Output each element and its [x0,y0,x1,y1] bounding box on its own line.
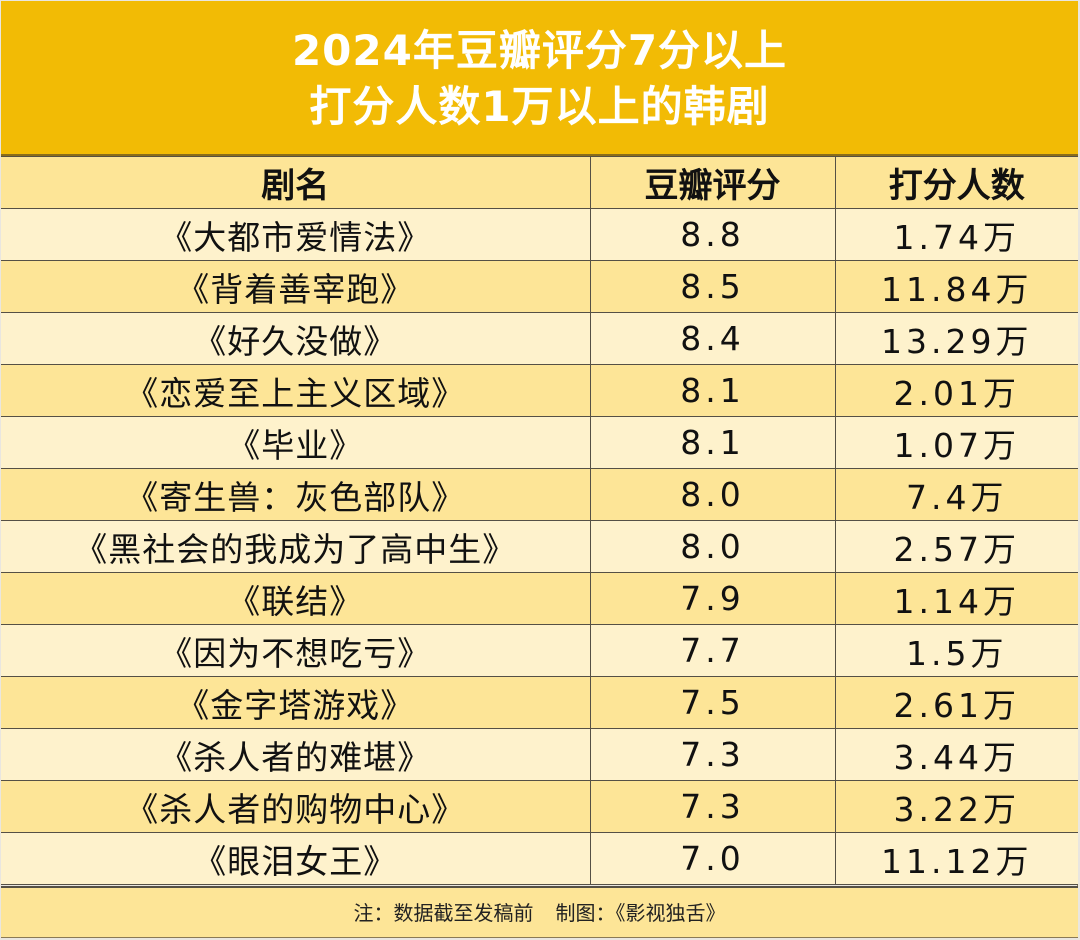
table-row: 《金字塔游戏》 7.5 2.61万 [1,676,1078,729]
table-row: 《因为不想吃亏》 7.7 1.5万 [1,624,1078,677]
douban-score: 8.1 [589,364,835,417]
drama-title: 《金字塔游戏》 [1,676,590,729]
rater-count: 1.5万 [834,624,1078,677]
drama-title: 《大都市爱情法》 [1,208,590,261]
drama-title: 《杀人者的购物中心》 [1,780,590,833]
douban-score: 8.8 [589,208,835,261]
douban-score: 8.4 [589,312,835,365]
douban-score: 7.3 [589,728,835,781]
rater-count: 3.44万 [834,728,1078,781]
rater-count: 1.07万 [834,416,1078,469]
douban-score: 7.5 [589,676,835,729]
table-row: 《恋爱至上主义区域》 8.1 2.01万 [1,364,1078,417]
title-line-1: 2024年豆瓣评分7分以上 [291,26,788,75]
douban-score: 8.5 [589,260,835,313]
drama-title: 《黑社会的我成为了高中生》 [1,520,590,573]
table-row: 《杀人者的难堪》 7.3 3.44万 [1,728,1078,781]
table-row: 《好久没做》 8.4 13.29万 [1,312,1078,365]
douban-score: 8.0 [589,520,835,573]
drama-title: 《恋爱至上主义区域》 [1,364,590,417]
table-row: 《毕业》 8.1 1.07万 [1,416,1078,469]
table-row: 《背着善宰跑》 8.5 11.84万 [1,260,1078,313]
table-row: 《眼泪女王》 7.0 11.12万 [1,832,1078,885]
drama-ratings-table: 剧名 豆瓣评分 打分人数 《大都市爱情法》 8.8 1.74万 《背着善宰跑》 … [1,156,1078,885]
drama-title: 《联结》 [1,572,590,625]
rater-count: 13.29万 [834,312,1078,365]
header-row: 剧名 豆瓣评分 打分人数 [1,156,1078,209]
title-line-2: 打分人数1万以上的韩剧 [309,82,770,131]
table-footer: 注：数据截至发稿前 制图：《影视独舌》 [1,886,1078,937]
table-title: 2024年豆瓣评分7分以上 打分人数1万以上的韩剧 [1,1,1078,156]
table-row: 《黑社会的我成为了高中生》 8.0 2.57万 [1,520,1078,573]
rater-count: 2.01万 [834,364,1078,417]
drama-title: 《寄生兽：灰色部队》 [1,468,590,521]
douban-score: 7.0 [589,832,835,885]
drama-title: 《好久没做》 [1,312,590,365]
data-note: 注：数据截至发稿前 [353,901,534,925]
rater-count: 2.61万 [834,676,1078,729]
rater-count: 1.74万 [834,208,1078,261]
rater-count: 11.12万 [834,832,1078,885]
douban-score: 7.7 [589,624,835,677]
rater-count: 2.57万 [834,520,1078,573]
rater-count: 1.14万 [834,572,1078,625]
rater-count: 11.84万 [834,260,1078,313]
chart-credit: 制图：《影视独舌》 [555,901,726,925]
douban-score: 8.1 [589,416,835,469]
drama-title: 《背着善宰跑》 [1,260,590,313]
drama-title: 《眼泪女王》 [1,832,590,885]
douban-score: 7.9 [589,572,835,625]
column-header-score: 豆瓣评分 [589,156,835,209]
drama-title: 《杀人者的难堪》 [1,728,590,781]
table-row: 《联结》 7.9 1.14万 [1,572,1078,625]
rater-count: 7.4万 [834,468,1078,521]
douban-score: 8.0 [589,468,835,521]
column-header-title: 剧名 [1,156,590,209]
drama-title: 《因为不想吃亏》 [1,624,590,677]
table-row: 《大都市爱情法》 8.8 1.74万 [1,208,1078,261]
table-row: 《杀人者的购物中心》 7.3 3.22万 [1,780,1078,833]
drama-title: 《毕业》 [1,416,590,469]
table-row: 《寄生兽：灰色部队》 8.0 7.4万 [1,468,1078,521]
rater-count: 3.22万 [834,780,1078,833]
douban-score: 7.3 [589,780,835,833]
column-header-raters: 打分人数 [834,156,1078,209]
